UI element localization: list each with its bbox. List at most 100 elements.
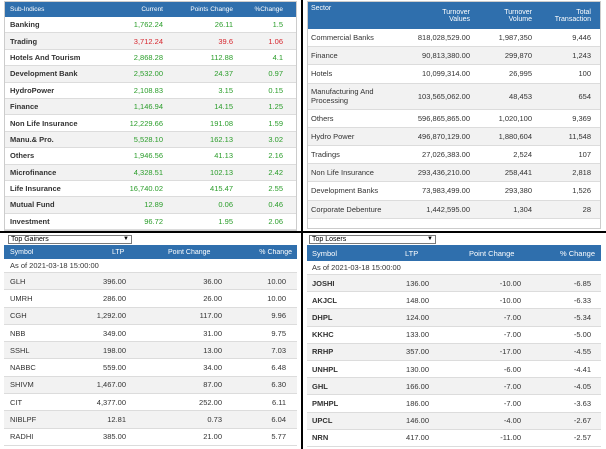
table-row: Hydro Power 496,870,129.00 1,880,604 11,548	[308, 127, 600, 146]
gainer-ltp: 1,467.00	[96, 380, 126, 390]
col-turnover-volume: Turnover Volume	[504, 8, 532, 23]
subindex-name: Others	[10, 151, 35, 161]
table-row: Tradings 27,026,383.00 2,524 107	[308, 146, 600, 165]
gainer-ltp: 349.00	[103, 328, 126, 338]
losers-rows: JOSHI 136.00 -10.00 -6.85 AKJCL 148.00 -10.00 -…	[307, 275, 601, 447]
col-pct-change: % Change	[559, 248, 595, 258]
loser-point-change: -4.00	[503, 416, 521, 426]
subindex-name: Hotels And Tourism	[10, 52, 81, 62]
subindex-pct-change: 1.06	[268, 36, 283, 46]
table-row: Development Bank 2,532.00 24.37 0.97	[5, 66, 296, 83]
loser-symbol[interactable]: KKHC	[312, 330, 334, 340]
subindex-name: Life Insurance	[10, 184, 61, 194]
gainer-ltp: 385.00	[103, 432, 126, 442]
sector-turnover-value: 27,026,383.00	[422, 150, 470, 160]
losers-select[interactable]: Top Losers ▼	[309, 235, 436, 244]
gainer-point-change: 13.00	[203, 345, 222, 355]
sector-turnover-volume: 2,524	[513, 150, 532, 160]
gainer-pct-change: 6.11	[271, 397, 286, 407]
loser-point-change: -6.00	[503, 364, 521, 374]
subindex-current: 12,229.66	[129, 118, 163, 128]
sector-name: Others	[311, 113, 334, 123]
subindex-points-change: 415.47	[210, 184, 233, 194]
col-ltp: LTP	[112, 248, 125, 256]
table-row: Hotels And Tourism 2,868.28 112.88 4.1	[5, 50, 296, 67]
loser-point-change: -7.00	[503, 381, 521, 391]
subindex-current: 3,712.24	[133, 36, 163, 46]
subindex-name: HydroPower	[10, 85, 55, 95]
loser-point-change: -11.00	[500, 433, 521, 443]
col-current: Current	[141, 6, 163, 13]
loser-symbol[interactable]: PMHPL	[312, 398, 339, 408]
table-row: Commercial Banks 818,028,529.00 1,987,350 9…	[308, 29, 600, 48]
gainer-symbol[interactable]: RADHI	[10, 432, 34, 442]
table-row: NABBC 559.00 34.00 6.48	[4, 359, 297, 377]
gainer-point-change: 26.00	[203, 293, 222, 303]
loser-ltp: 148.00	[406, 295, 429, 305]
gainer-symbol[interactable]: UMRH	[10, 293, 33, 303]
table-row: Others 1,946.56 41.13 2.16	[5, 148, 296, 165]
loser-symbol[interactable]: NRN	[312, 433, 329, 443]
gainers-rows: GLH 396.00 36.00 10.00 UMRH 286.00 26.00 10.00 C…	[4, 273, 297, 446]
loser-symbol[interactable]: UNHPL	[312, 364, 338, 374]
sector-total-transaction: 11,548	[568, 131, 591, 141]
loser-symbol[interactable]: DHPL	[312, 312, 333, 322]
table-row: Corporate Debenture 1,442,595.00 1,304 28	[308, 200, 600, 219]
loser-symbol[interactable]: RRHP	[312, 347, 334, 357]
loser-pct-change: -5.34	[573, 312, 591, 322]
loser-ltp: 166.00	[406, 381, 429, 391]
subindex-points-change: 191.08	[210, 118, 233, 128]
subindex-points-change: 112.88	[210, 52, 233, 62]
loser-pct-change: -2.57	[573, 433, 591, 443]
gainer-symbol[interactable]: CGH	[10, 311, 27, 321]
table-row: Microfinance 4,328.51 102.13 2.42	[5, 164, 296, 181]
sector-turnover-volume: 1,020,100	[498, 113, 532, 123]
loser-ltp: 136.00	[406, 278, 429, 288]
loser-ltp: 357.00	[406, 347, 429, 357]
sector-name: Finance	[311, 51, 338, 61]
loser-point-change: -7.00	[503, 330, 521, 340]
loser-point-change: -10.00	[499, 295, 521, 305]
col-ltp: LTP	[405, 248, 419, 258]
table-row: SHIVM 1,467.00 87.00 6.30	[4, 376, 297, 395]
gainers-select[interactable]: Top Gainers ▼	[8, 235, 132, 244]
loser-symbol[interactable]: GHL	[312, 381, 328, 391]
gainer-symbol[interactable]: CIT	[10, 397, 23, 407]
sector-total-transaction: 1,526	[572, 186, 591, 196]
subindices-rows: Banking 1,762.24 26.11 1.5 Trading 3,712.24 39…	[5, 17, 296, 230]
gainer-pct-change: 10.00	[267, 293, 286, 303]
sector-total-transaction: 654	[578, 91, 591, 101]
subindex-pct-change: 1.5	[272, 20, 283, 30]
gainer-point-change: 252.00	[199, 397, 222, 407]
gainer-symbol[interactable]: NBB	[10, 328, 26, 338]
table-row: CIT 4,377.00 252.00 6.11	[4, 394, 297, 412]
sector-turnover-volume: 48,453	[509, 91, 532, 101]
table-row: NBB 349.00 31.00 9.75	[4, 325, 297, 343]
sector-total-transaction: 2,818	[572, 168, 591, 178]
loser-pct-change: -6.85	[573, 278, 591, 288]
gainer-symbol[interactable]: NABBC	[10, 363, 36, 373]
gainer-point-change: 21.00	[203, 432, 222, 442]
gainer-symbol[interactable]: GLH	[10, 276, 26, 286]
table-row: UNHPL 130.00 -6.00 -4.41	[307, 361, 601, 379]
subindex-current: 16,740.02	[129, 184, 163, 194]
gainer-pct-change: 6.04	[271, 415, 286, 425]
loser-symbol[interactable]: JOSHI	[312, 278, 335, 288]
gainer-symbol[interactable]: NIBLPF	[10, 415, 37, 425]
loser-symbol[interactable]: AKJCL	[312, 295, 338, 305]
loser-point-change: -10.00	[499, 278, 521, 288]
horizontal-divider	[0, 231, 606, 233]
subindex-points-change: 14.15	[214, 102, 233, 112]
sector-turnover-value: 596,865,865.00	[417, 113, 470, 123]
subindex-name: Trading	[10, 36, 38, 46]
loser-pct-change: -4.55	[573, 347, 591, 357]
sector-total-transaction: 9,369	[572, 113, 591, 123]
loser-symbol[interactable]: UPCL	[312, 416, 333, 426]
gainer-symbol[interactable]: SSHL	[10, 345, 30, 355]
losers-asof: As of 2021-03-18 15:00:00	[307, 261, 601, 275]
sector-turnover-value: 818,028,529.00	[417, 33, 470, 43]
table-row: DHPL 124.00 -7.00 -5.34	[307, 309, 601, 327]
sector-total-transaction: 100	[578, 69, 591, 79]
gainer-symbol[interactable]: SHIVM	[10, 380, 34, 390]
table-row: KKHC 133.00 -7.00 -5.00	[307, 327, 601, 344]
